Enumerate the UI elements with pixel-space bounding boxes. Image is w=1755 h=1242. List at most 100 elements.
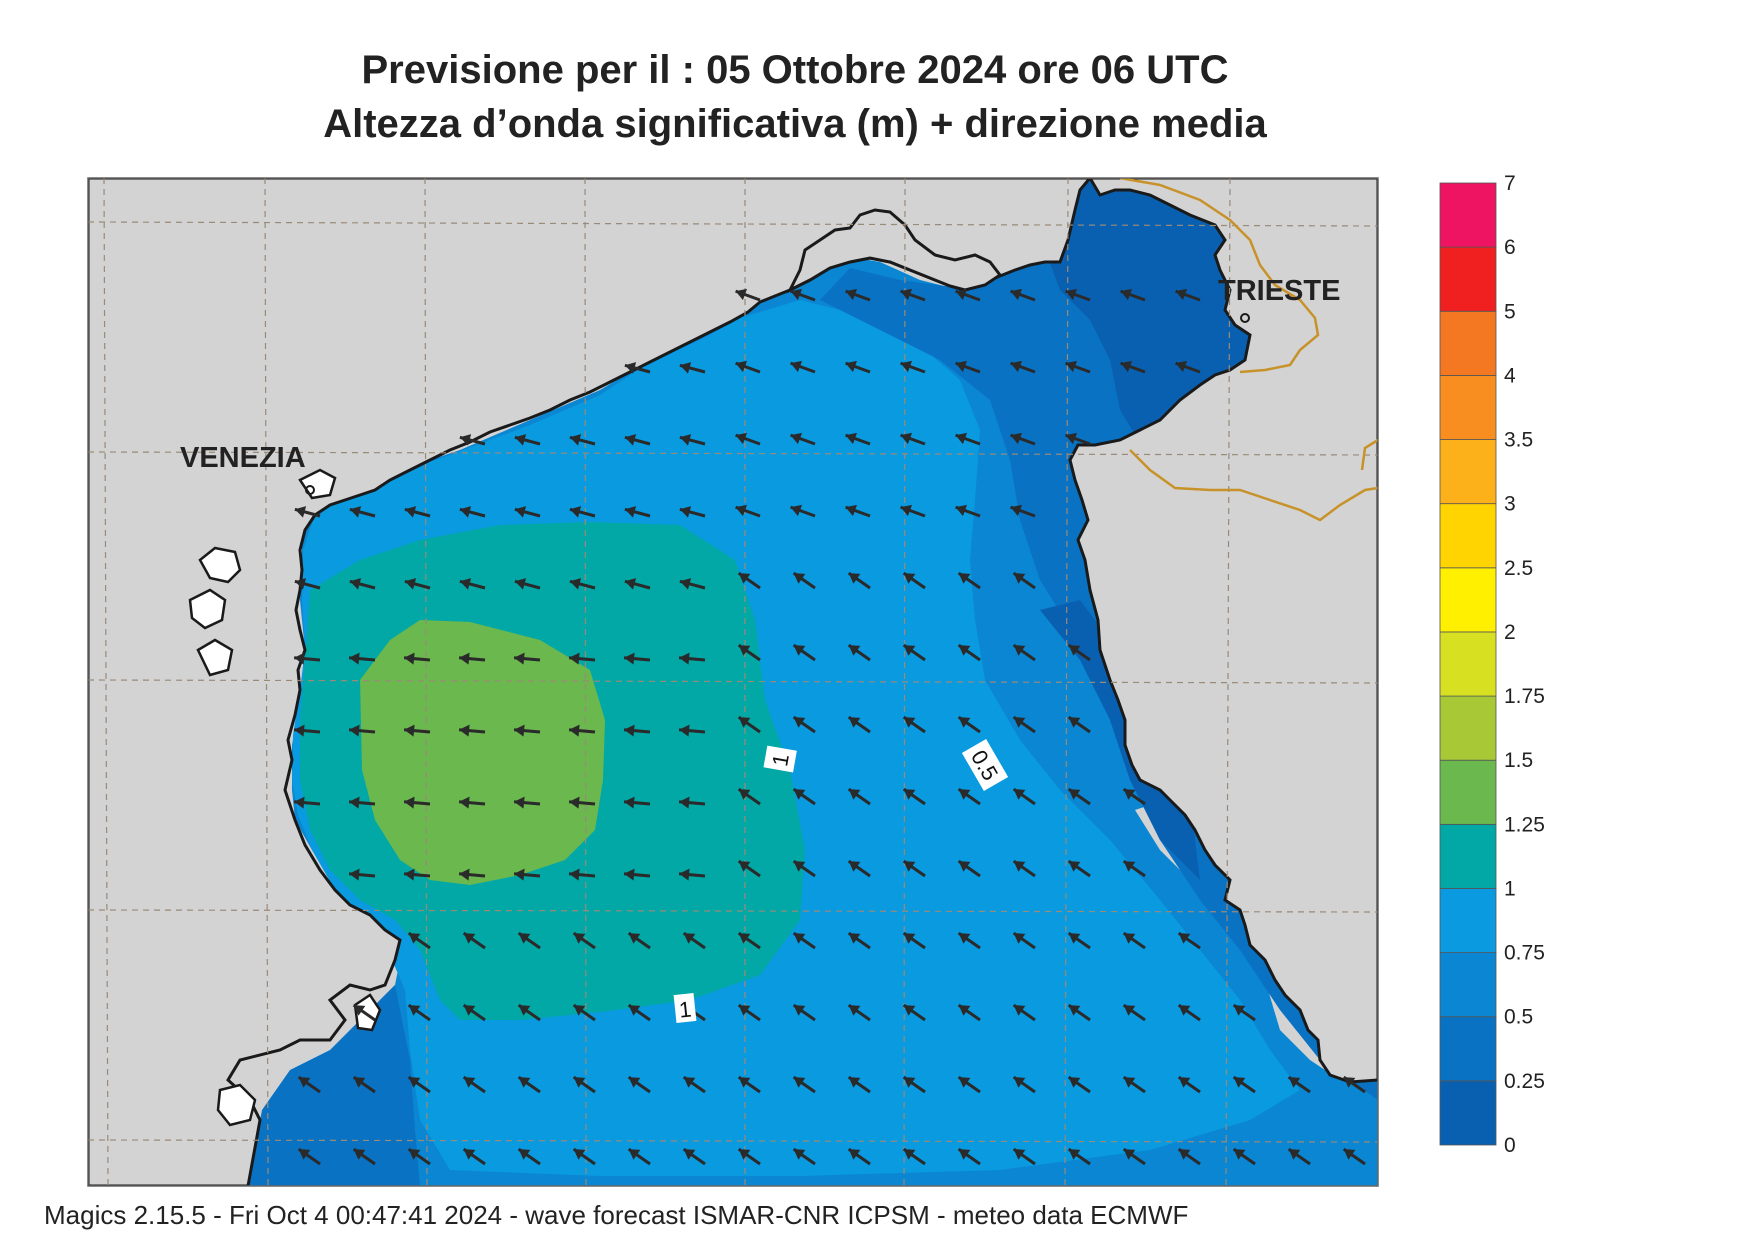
wave-arrow-head [679, 434, 692, 446]
legend-swatch [1439, 182, 1497, 248]
wave-arrow-head [848, 933, 861, 944]
wave-arrow-head [624, 362, 637, 374]
wave-arrow-head [793, 645, 806, 656]
wave-arrow-head [848, 717, 861, 728]
wave-arrow-head [573, 1005, 586, 1016]
wave-arrow-head [1068, 933, 1081, 944]
legend-swatch [1439, 631, 1497, 697]
legend-swatch [1439, 567, 1497, 633]
wave-arrow-head [793, 789, 806, 800]
wave-arrow-head [903, 933, 916, 944]
istria-land [1068, 178, 1378, 1084]
legend-tick-label: 1 [1504, 877, 1516, 900]
wave-arrow-head [1178, 933, 1191, 944]
legend-tick-label: 2 [1504, 621, 1516, 644]
wave-arrow-head [903, 1149, 916, 1160]
wave-arrow-head [514, 652, 525, 665]
wave-arrow-head [463, 1149, 476, 1160]
wave-arrow-head [459, 578, 472, 590]
wave-arrow-head [1010, 360, 1023, 373]
wave-arrow-head [1233, 1077, 1246, 1088]
trieste-gulf-land [786, 208, 1003, 294]
wave-arrow-head [514, 506, 527, 518]
wave-arrow-head [459, 506, 472, 518]
wave-arrow-head [793, 933, 806, 944]
wave-arrow-head [735, 432, 748, 445]
wave-arrow-head [900, 288, 913, 301]
wave-arrow-head [738, 1077, 751, 1088]
wave-arrow-head [1065, 288, 1078, 301]
legend-tick-label: 0.25 [1504, 1070, 1545, 1093]
wave-arrow-head [514, 868, 525, 881]
wave-arrow-head [1233, 1005, 1246, 1016]
wave-arrow-head [624, 724, 635, 737]
wave-arrow-head [958, 861, 971, 872]
wave-arrow-head [1178, 1005, 1191, 1016]
wave-arrow-head [679, 578, 692, 590]
chart-title: Previsione per il : 05 Ottobre 2024 ore … [361, 48, 1229, 92]
legend-swatch [1439, 1016, 1497, 1082]
wave-arrow-head [845, 432, 858, 445]
legend-swatch [1439, 374, 1497, 440]
wave-arrow-head [1178, 1077, 1191, 1088]
wave-arrow-head [518, 1077, 531, 1088]
contour-band-0.25-0.5-sw [248, 985, 420, 1186]
legend-swatch [1439, 246, 1497, 312]
wave-arrow-head [683, 1149, 696, 1160]
city-label-trieste: TRIESTE [1218, 275, 1340, 307]
wave-arrow-head [404, 652, 415, 665]
wave-arrow-head [569, 796, 580, 809]
wave-arrow-head [294, 724, 305, 737]
wave-arrow-head [408, 1005, 421, 1016]
wave-arrow-head [903, 1077, 916, 1088]
wave-arrow-head [1013, 933, 1026, 944]
wave-arrow-head [1123, 861, 1136, 872]
legend-tick-label: 1.5 [1504, 749, 1533, 772]
wave-arrow-head [404, 578, 417, 590]
wave-arrow-head [569, 506, 582, 518]
wave-arrow-head [848, 1005, 861, 1016]
wave-arrow-head [900, 504, 913, 517]
city-label-venezia: VENEZIA [180, 442, 306, 474]
wave-arrow-head [738, 1149, 751, 1160]
wave-arrow-head [958, 645, 971, 656]
wave-arrow-head [459, 652, 470, 665]
wave-arrow-head [793, 861, 806, 872]
wave-arrow-head [1010, 504, 1023, 517]
legend-swatch [1439, 888, 1497, 954]
legend-tick-label: 1.75 [1504, 685, 1545, 708]
wave-arrow-head [958, 933, 971, 944]
wave-arrow-head [1178, 1149, 1191, 1160]
wave-arrow-head [1013, 573, 1026, 584]
wave-arrow-head [958, 1149, 971, 1160]
wave-arrow-head [294, 506, 307, 518]
wave-arrow-head [845, 360, 858, 373]
legend-tick-label: 5 [1504, 300, 1516, 323]
wave-arrow-head [955, 504, 968, 517]
lagoon-water [188, 468, 382, 1127]
wave-arrow-head [900, 432, 913, 445]
contour-label: 1 [763, 745, 797, 773]
contour-label: 1 [673, 993, 697, 1023]
contour-band-1.25-1.5 [360, 620, 605, 885]
wave-arrow-head [735, 360, 748, 373]
wave-arrow-head [793, 1149, 806, 1160]
wave-arrow-head [518, 1005, 531, 1016]
wave-arrow-head [958, 573, 971, 584]
wave-arrow-head [624, 434, 637, 446]
wave-arrow-head [298, 1149, 311, 1160]
wave-arrow-head [793, 573, 806, 584]
wave-arrow-head [679, 652, 690, 665]
wave-arrow-head [793, 1077, 806, 1088]
wave-arrow-head [349, 796, 360, 809]
wave-arrow-head [624, 796, 635, 809]
wave-arrow-head [738, 789, 751, 800]
svg-text:1: 1 [678, 996, 693, 1022]
wave-arrow-head [628, 1077, 641, 1088]
wave-arrow-head [349, 578, 362, 590]
wave-direction-arrows [293, 288, 1366, 1166]
wave-arrow-head [848, 789, 861, 800]
wave-arrow-head [518, 933, 531, 944]
map-frame [87, 177, 1379, 1187]
